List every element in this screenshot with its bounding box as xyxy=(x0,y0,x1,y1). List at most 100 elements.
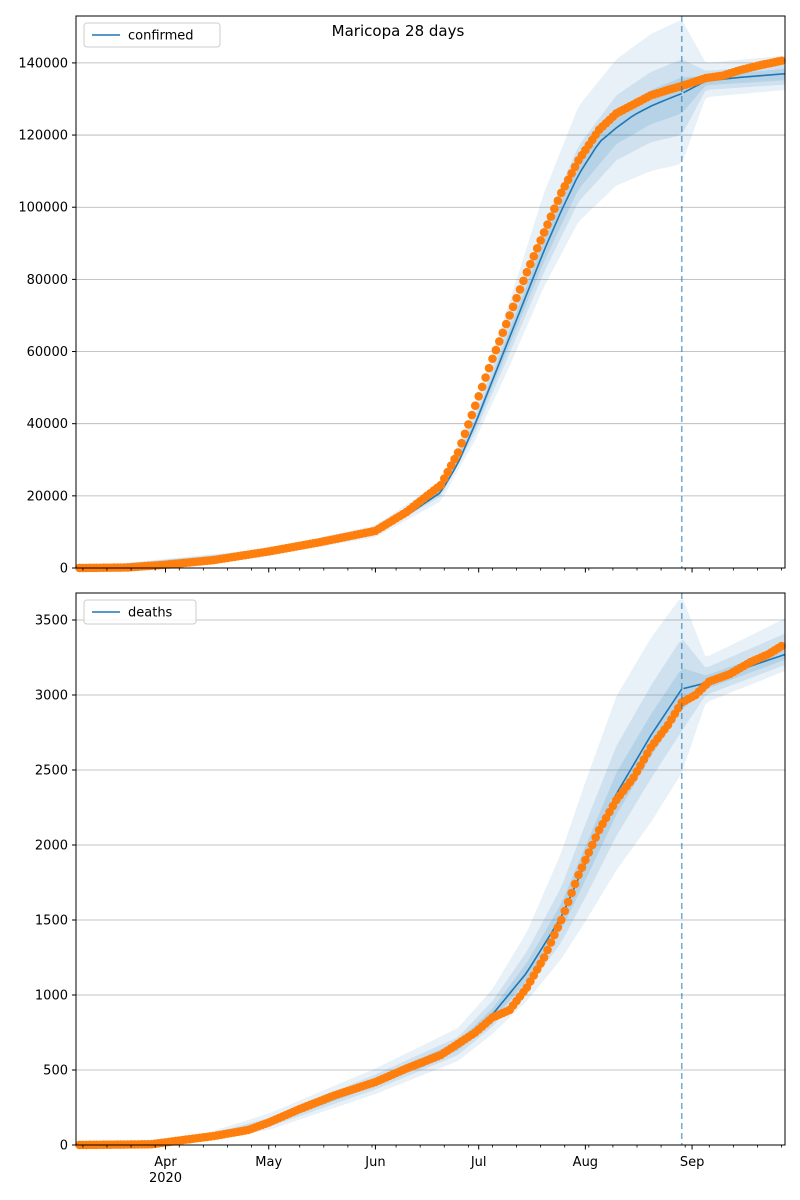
observed-point xyxy=(560,906,570,916)
y-tick-label: 0 xyxy=(60,1139,68,1154)
axes-frame xyxy=(75,15,786,569)
observed-point xyxy=(436,480,446,490)
x-tick-label: Jun xyxy=(364,1155,385,1170)
observed-point xyxy=(546,938,556,947)
observed-point xyxy=(553,196,563,206)
observed-point xyxy=(501,319,511,329)
observed-point xyxy=(491,345,501,355)
observed-point xyxy=(460,429,470,439)
y-tick-label: 80000 xyxy=(27,273,68,288)
y-tick-label: 60000 xyxy=(27,345,68,360)
axes-frame xyxy=(75,592,786,1146)
x-tick-label: May xyxy=(255,1155,282,1170)
chart-title: Maricopa 28 days xyxy=(332,22,465,40)
observed-point xyxy=(539,953,549,962)
y-axis: 0 20000 40000 60000 80000 100000 120000 140000 xyxy=(18,56,76,577)
confidence-bands xyxy=(76,21,785,569)
y-tick-label: 3500 xyxy=(35,614,68,629)
observed-point xyxy=(526,259,535,269)
legend: confirmed xyxy=(83,22,221,48)
observed-point xyxy=(591,833,600,842)
observed-point xyxy=(546,212,556,221)
x-axis xyxy=(82,568,782,573)
x-tick-label: Sep xyxy=(680,1155,705,1170)
y-tick-label: 500 xyxy=(43,1064,68,1079)
y-tick-label: 20000 xyxy=(27,489,68,504)
observed-point xyxy=(532,244,542,253)
observed-point xyxy=(439,474,449,483)
y-tick-label: 0 xyxy=(60,562,68,577)
observed-point xyxy=(477,382,487,392)
y-tick-label: 140000 xyxy=(18,56,68,71)
observed-point xyxy=(474,391,483,401)
confidence-band xyxy=(76,633,785,1145)
y-tick-label: 1000 xyxy=(35,989,68,1004)
x-tick-label: Jul xyxy=(470,1155,487,1170)
y-tick-label: 40000 xyxy=(27,417,68,432)
y-tick-label: 120000 xyxy=(18,129,68,144)
x-tick-label: Aug xyxy=(573,1155,598,1170)
observed-point xyxy=(584,848,594,857)
observed-point xyxy=(508,302,518,312)
observed-point xyxy=(470,401,480,410)
y-gridlines xyxy=(76,62,785,497)
observed-point xyxy=(453,448,463,457)
legend-label: deaths xyxy=(128,606,173,621)
confidence-band xyxy=(76,599,785,1145)
observed-point xyxy=(488,354,497,364)
observed-point xyxy=(443,467,453,477)
observed-point xyxy=(457,438,466,448)
observed-point xyxy=(481,373,490,382)
legend-box xyxy=(83,22,221,48)
y-tick-label: 100000 xyxy=(18,201,68,216)
observed-point xyxy=(567,888,576,898)
observed-point xyxy=(556,188,566,198)
legend: deaths xyxy=(83,599,197,625)
observed-point xyxy=(543,945,552,955)
observed-point xyxy=(519,276,528,286)
observed-point xyxy=(556,915,566,925)
observed-point xyxy=(553,923,563,932)
observed-point xyxy=(529,251,539,261)
x-tick-sublabel: 2020 xyxy=(149,1171,182,1186)
observed-point xyxy=(515,285,525,294)
observed-point xyxy=(446,461,456,470)
observed-point xyxy=(522,267,532,277)
observed-point xyxy=(536,236,545,245)
y-gridlines xyxy=(76,619,785,1071)
y-tick-label: 2000 xyxy=(35,839,68,854)
observed-point xyxy=(570,879,580,889)
observed-point xyxy=(563,175,573,185)
observed-point xyxy=(570,162,580,172)
observed-points xyxy=(75,641,786,1150)
x-tick-label: Apr xyxy=(154,1155,177,1170)
confirmed-panel: 0 20000 40000 60000 80000 100000 120000 140000 c… xyxy=(18,15,786,577)
observed-point xyxy=(587,840,597,850)
observed-point xyxy=(581,855,590,865)
observed-point xyxy=(574,870,583,880)
y-tick-label: 2500 xyxy=(35,764,68,779)
y-tick-label: 1500 xyxy=(35,914,68,929)
observed-point xyxy=(777,641,786,651)
observed-point xyxy=(512,293,521,303)
legend-label: confirmed xyxy=(128,29,194,44)
observed-point xyxy=(577,863,587,872)
observed-point xyxy=(505,311,514,320)
observed-point xyxy=(467,410,477,420)
observed-point xyxy=(777,56,786,66)
observed-point xyxy=(550,930,559,940)
observed-point xyxy=(498,328,508,338)
y-axis: 0 500 1000 1500 2000 2500 3000 3500 xyxy=(35,614,76,1154)
confidence-bands xyxy=(76,599,785,1145)
observed-point xyxy=(539,228,549,237)
observed-point xyxy=(567,169,576,178)
observed-point xyxy=(550,204,559,213)
observed-point xyxy=(563,897,573,907)
confidence-band xyxy=(76,21,785,569)
observed-point xyxy=(450,454,459,464)
y-tick-label: 3000 xyxy=(35,689,68,704)
legend-box xyxy=(83,599,197,625)
